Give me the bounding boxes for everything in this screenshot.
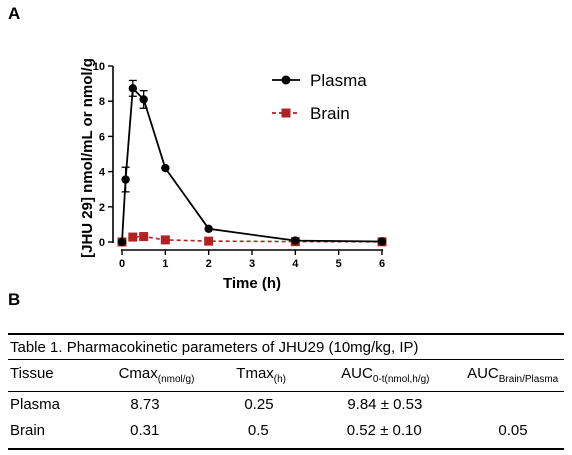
data-point (161, 163, 170, 173)
legend-marker (281, 75, 291, 85)
cell-cmax: 0.31 (130, 422, 160, 439)
series-plasma (117, 79, 387, 247)
x-tick-label: 0 (119, 258, 125, 270)
chart-legend: Plasma Brain (272, 71, 367, 123)
cell-auc: 0.52 ± 0.10 (346, 422, 422, 439)
cell-tissue: Brain (10, 422, 46, 439)
x-tick-label: 1 (162, 258, 168, 270)
y-tick-label: 4 (99, 167, 106, 179)
cell-tmax: 0.5 (247, 422, 269, 439)
header-tissue: Tissue (10, 365, 54, 382)
x-tick-label: 2 (206, 258, 212, 270)
data-point (204, 224, 213, 233)
cell-cmax: 8.73 (130, 396, 160, 413)
data-point (139, 232, 149, 242)
table-top-rule (8, 333, 564, 335)
x-tick-label: 6 (379, 258, 385, 270)
cell-auc-ratio: 0.05 (498, 422, 528, 439)
cell-auc: 9.84 ± 0.53 (347, 396, 423, 413)
table-row: Plasma 8.73 0.25 9.84 ± 0.53 (8, 392, 564, 420)
data-point (121, 175, 130, 184)
data-point (139, 95, 148, 104)
panel-label-a: A (8, 4, 21, 23)
header-cmax: Cmax(nmol/g) (118, 365, 195, 385)
y-tick-label: 2 (99, 202, 105, 214)
legend-marker (281, 108, 291, 118)
table-caption: Table 1. Pharmacokinetic parameters of J… (10, 339, 419, 356)
y-tick-label: 10 (93, 61, 105, 73)
pk-parameters-table: Table 1. Pharmacokinetic parameters of J… (8, 333, 564, 450)
header-rule (8, 391, 564, 392)
header-auc: AUC0-t(nmol,h/g) (341, 365, 430, 385)
series-line-plasma (121, 86, 383, 243)
data-point (117, 237, 127, 247)
header-auc-ratio: AUCBrain/Plasma (467, 365, 559, 385)
legend-label: Brain (310, 104, 350, 123)
x-tick-label: 5 (336, 258, 342, 270)
y-tick-label: 8 (99, 96, 105, 108)
panel-label-b: B (8, 290, 21, 309)
y-tick-label: 0 (99, 237, 105, 249)
data-point (291, 236, 300, 245)
data-point (377, 237, 387, 246)
data-point (204, 236, 214, 246)
x-tick-label: 4 (292, 258, 299, 270)
chart-axes: 0 2 4 6 8 10 0 1 2 3 4 5 6 (93, 61, 385, 270)
chart-series (117, 79, 387, 247)
cell-tmax: 0.25 (244, 396, 274, 413)
data-point (160, 235, 170, 245)
pk-line-chart: 0 2 4 6 8 10 0 1 2 3 4 5 6 Plasma Brain [JHU 29] nmol… (79, 58, 387, 292)
x-axis-label: Time (h) (223, 275, 281, 292)
caption-rule (8, 359, 564, 360)
y-axis-label: [JHU 29] nmol/mL or nmol/g (79, 58, 96, 258)
table-row: Brain 0.31 0.5 0.52 ± 0.10 0.05 (8, 420, 564, 446)
header-tmax: Tmax(h) (236, 365, 287, 385)
legend-item-brain: Brain (272, 104, 350, 123)
table-header-row: Tissue Cmax(nmol/g) Tmax(h) AUC0-t(nmol,… (8, 360, 564, 391)
data-point (128, 84, 138, 93)
cell-tissue: Plasma (10, 396, 61, 413)
legend-item-plasma: Plasma (272, 71, 367, 90)
legend-label: Plasma (310, 71, 367, 90)
y-tick-label: 6 (99, 131, 105, 143)
data-point (128, 232, 138, 242)
x-tick-label: 3 (249, 258, 255, 270)
table-bottom-rule (8, 448, 564, 450)
